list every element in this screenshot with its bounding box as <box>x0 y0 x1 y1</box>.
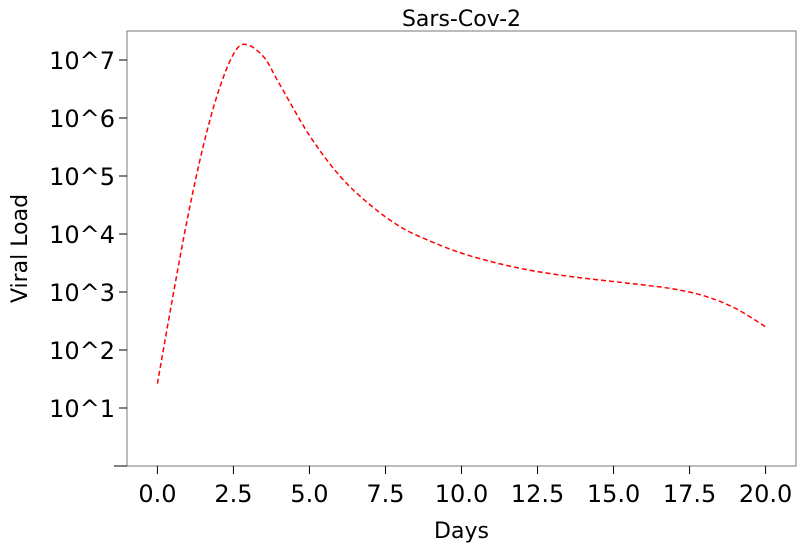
x-tick-label: 15.0 <box>587 480 640 508</box>
y-tick-label: 10^1 <box>49 395 115 423</box>
y-axis-label: Viral Load <box>8 194 33 303</box>
y-tick-label: 10^5 <box>49 163 115 191</box>
x-tick-label: 2.5 <box>214 480 252 508</box>
y-tick-label: 10^4 <box>49 221 115 249</box>
x-axis-label: Days <box>434 519 489 544</box>
x-tick-label: 10.0 <box>435 480 488 508</box>
x-axis-ticks: 0.0 2.5 5.0 7.5 10.0 12.5 15.0 17.5 20.0 <box>138 466 792 508</box>
x-tick-label: 20.0 <box>739 480 792 508</box>
y-tick-label: 10^7 <box>49 47 115 75</box>
y-axis-ticks: 10^1 10^2 10^3 10^4 10^5 10^6 10^7 <box>49 47 127 467</box>
y-tick-label: 10^2 <box>49 337 115 365</box>
series-line <box>156 43 766 384</box>
plot-frame <box>126 30 797 467</box>
x-tick-label: 17.5 <box>663 480 716 508</box>
chart-title: Sars-Cov-2 <box>402 7 521 32</box>
y-tick-label: 10^6 <box>49 105 115 133</box>
x-tick-label: 12.5 <box>511 480 564 508</box>
y-tick-label: 10^3 <box>49 279 115 307</box>
x-tick-label: 7.5 <box>366 480 404 508</box>
x-tick-label: 5.0 <box>290 480 328 508</box>
x-tick-label: 0.0 <box>138 480 176 508</box>
